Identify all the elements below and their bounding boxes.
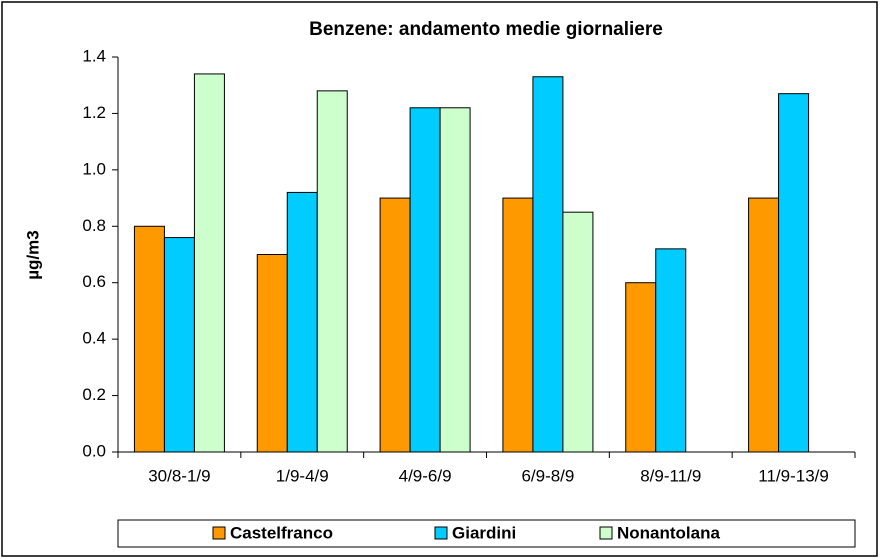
bar [502, 197, 534, 453]
bar [256, 254, 288, 453]
x-tick-label: 6/9-8/9 [521, 466, 574, 485]
bar [625, 282, 657, 453]
x-tick-label: 30/8-1/9 [148, 466, 210, 485]
bar [655, 248, 687, 453]
bar [562, 211, 594, 453]
y-tick-label: 1.0 [82, 159, 106, 178]
bar [439, 107, 471, 453]
bar [778, 93, 810, 453]
bar [163, 237, 195, 453]
chart-title: Benzene: andamento medie giornaliere [309, 19, 663, 40]
y-tick-label: 0.6 [82, 272, 106, 291]
bar [286, 191, 318, 453]
legend-swatch [212, 526, 226, 540]
legend-swatch [599, 526, 613, 540]
bar [409, 107, 441, 453]
y-tick-label: 1.4 [82, 46, 106, 65]
y-tick-label: 0.0 [82, 441, 106, 460]
y-tick-label: 0.8 [82, 216, 106, 235]
bar [316, 90, 348, 453]
legend-swatch [434, 526, 448, 540]
legend-box [117, 519, 856, 548]
legend-label: Castelfranco [230, 523, 333, 542]
y-axis-label: µg/m3 [23, 230, 42, 279]
y-tick-label: 0.2 [82, 385, 106, 404]
y-tick-label: 0.4 [82, 329, 106, 348]
x-tick-label: 4/9-6/9 [399, 466, 452, 485]
bar [379, 197, 411, 453]
legend-label: Giardini [452, 523, 516, 542]
x-tick-label: 8/9-11/9 [640, 466, 701, 485]
bar [193, 73, 225, 453]
bar [133, 225, 165, 453]
bar [532, 76, 564, 453]
x-tick-label: 11/9-13/9 [758, 466, 829, 485]
y-tick-label: 1.2 [82, 103, 106, 122]
x-tick-label: 1/9-4/9 [276, 466, 329, 485]
bar [748, 197, 780, 453]
legend-label: Nonantolana [617, 523, 720, 542]
